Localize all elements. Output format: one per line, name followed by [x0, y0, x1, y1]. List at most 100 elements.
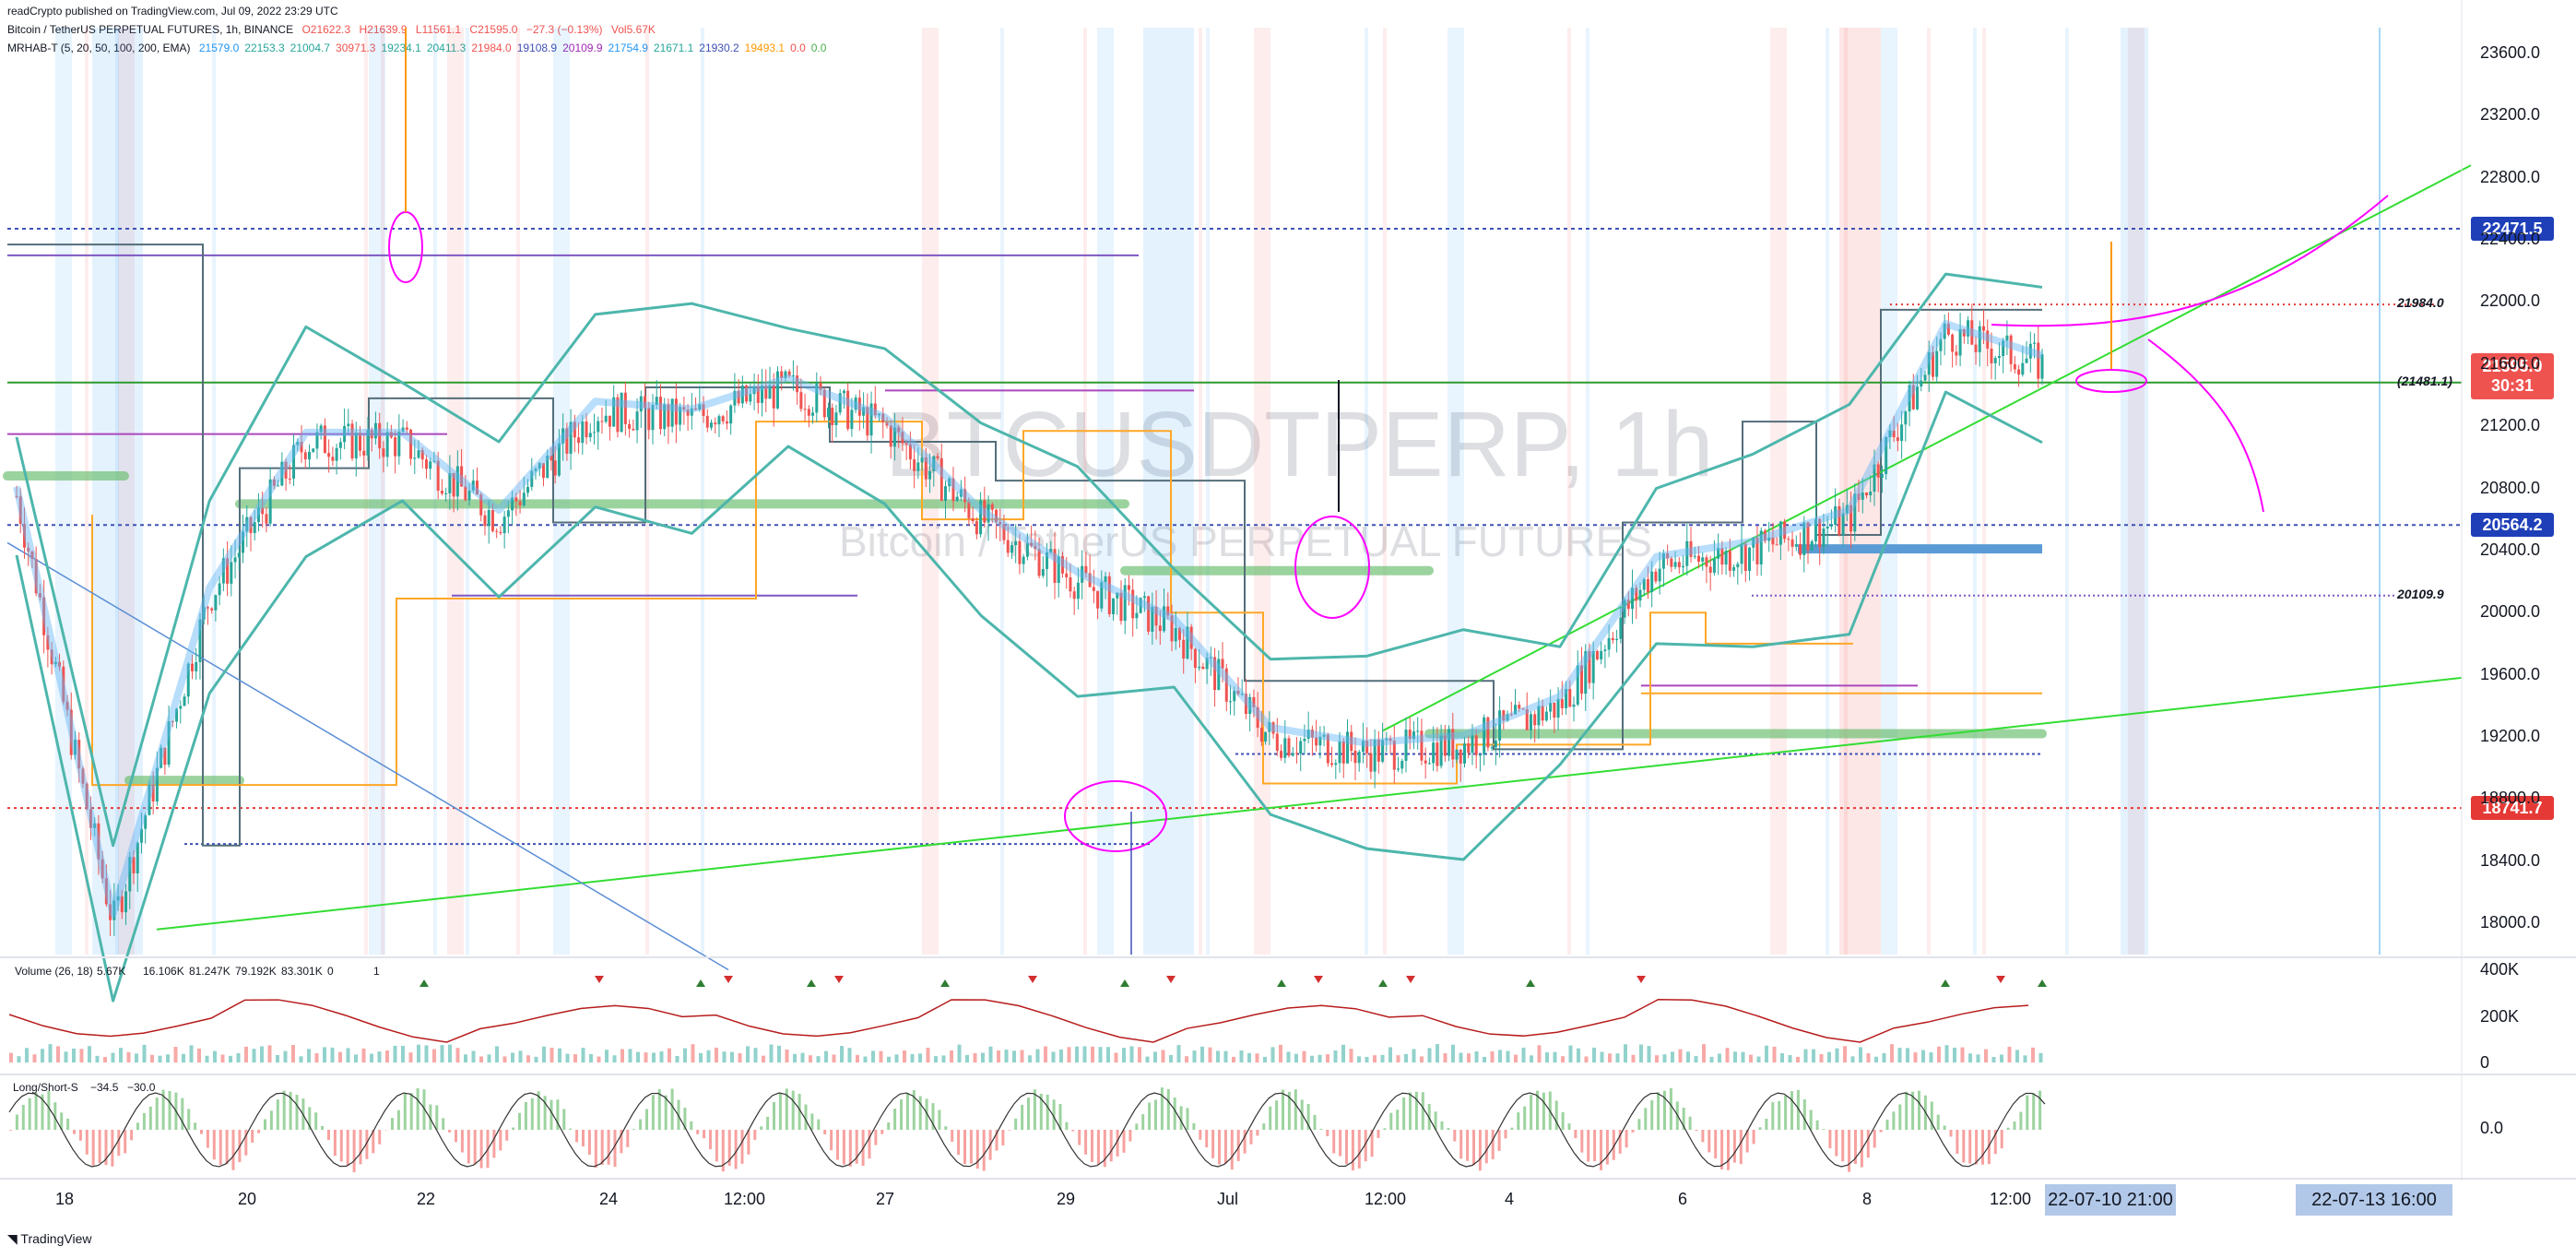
publisher-text: readCrypto published on TradingView.com,…: [7, 5, 338, 18]
candle-body: [1275, 733, 1279, 752]
volume-bar: [1333, 1050, 1338, 1062]
candle-body: [549, 456, 553, 461]
volume-bar: [824, 1050, 828, 1062]
volume-bar: [1161, 1050, 1165, 1062]
candle-body: [948, 478, 951, 487]
ls-bar: [1052, 1099, 1056, 1130]
session-band: [1365, 28, 1368, 955]
ls-bar: [365, 1130, 369, 1159]
ls-bar: [2006, 1127, 2010, 1130]
candle-body: [1189, 626, 1193, 649]
candle-body: [1778, 521, 1782, 545]
session-band: [447, 28, 464, 955]
ls-bar: [85, 1130, 89, 1155]
candle-body: [2040, 354, 2044, 379]
volume-bar: [236, 1052, 241, 1062]
candle-body: [467, 490, 471, 501]
candle-body: [1693, 555, 1696, 557]
price-tag: 18741.7: [2471, 796, 2554, 821]
ls-bar: [1440, 1121, 1444, 1130]
volume-bar: [1138, 1047, 1141, 1062]
candle-body: [487, 509, 490, 527]
volume-bar: [1819, 1053, 1824, 1062]
ls-bar: [1326, 1130, 1329, 1136]
candle-body: [1455, 749, 1459, 760]
ls-bar: [995, 1130, 998, 1151]
candle-body: [1607, 637, 1611, 650]
candle-body: [1544, 711, 1548, 721]
annotation-circle: [388, 211, 423, 283]
ls-bar: [1504, 1130, 1507, 1139]
volume-bar: [417, 1044, 420, 1062]
volume-bar: [455, 1048, 460, 1062]
candle-body: [1911, 385, 1915, 409]
ls-bar: [587, 1130, 591, 1156]
candle-body: [928, 470, 932, 480]
ls-bar: [409, 1093, 413, 1130]
volume-bar: [1521, 1047, 1526, 1062]
volume-bar: [1012, 1050, 1016, 1062]
session-band: [516, 28, 520, 955]
volume-bar: [338, 1051, 342, 1062]
candle-body: [1752, 538, 1755, 548]
volume-bar: [1247, 1052, 1251, 1062]
candle-body: [186, 663, 190, 697]
signal-marker: [940, 979, 950, 987]
ls-bar: [1243, 1130, 1247, 1154]
candle-body: [1412, 731, 1415, 740]
candle-body: [1560, 698, 1564, 708]
mrhab-line: MRHAB-T (5, 20, 50, 100, 200, EMA) 21579…: [7, 41, 832, 55]
ls-bar: [1727, 1130, 1730, 1170]
ls-bar: [1612, 1130, 1615, 1160]
annotation-arrow-up: [1991, 195, 2389, 327]
candle-body: [1533, 714, 1537, 726]
candle-body: [452, 472, 455, 497]
candle-body: [538, 463, 541, 469]
candle-body: [1829, 525, 1833, 527]
ls-bar: [98, 1130, 101, 1164]
candle-body: [1603, 649, 1607, 651]
candle-body: [385, 432, 389, 457]
ls-bar: [1218, 1130, 1221, 1165]
ls-bar: [1771, 1102, 1775, 1130]
ls-bar: [34, 1092, 38, 1130]
volume-bar: [440, 1045, 444, 1062]
volume-bar: [32, 1054, 37, 1062]
candle-body: [761, 386, 764, 403]
price-tick-label: 21600.0: [2480, 353, 2541, 373]
volume-bar: [1270, 1047, 1275, 1062]
session-band: [2379, 28, 2381, 955]
ls-bar: [1282, 1089, 1284, 1130]
candle-body: [546, 456, 549, 479]
volume-bar: [769, 1044, 774, 1062]
session-band: [645, 28, 649, 955]
ls-bar: [1892, 1111, 1896, 1130]
candle-body: [1201, 666, 1205, 670]
ema-ribbon: [13, 320, 2044, 918]
volume-bar: [103, 1056, 107, 1062]
candle-body: [807, 409, 810, 416]
volume-bar: [79, 1049, 84, 1062]
candle-body: [1853, 493, 1857, 532]
session-band: [553, 28, 570, 955]
candle-body: [261, 507, 265, 515]
candle-body: [1845, 504, 1849, 514]
ls-bar: [1154, 1099, 1157, 1130]
ls-bar: [1434, 1111, 1437, 1130]
volume-bar: [72, 1048, 76, 1062]
candle-body: [1116, 592, 1119, 599]
candle-body: [2013, 363, 2016, 370]
ls-bar: [785, 1088, 788, 1130]
candle-body: [577, 437, 581, 444]
candle-body: [1923, 374, 1927, 381]
candle-body: [1177, 627, 1181, 640]
candle-body: [1955, 351, 1958, 356]
volume-bar: [1906, 1048, 1909, 1062]
ls-bar: [657, 1088, 661, 1130]
ls-bar: [1103, 1130, 1106, 1168]
candle-body: [1483, 717, 1486, 755]
candle-body: [1213, 657, 1217, 691]
session-band: [1083, 28, 1087, 955]
candle-body: [1849, 504, 1853, 532]
mrhab-value: 21984.0: [471, 42, 512, 54]
